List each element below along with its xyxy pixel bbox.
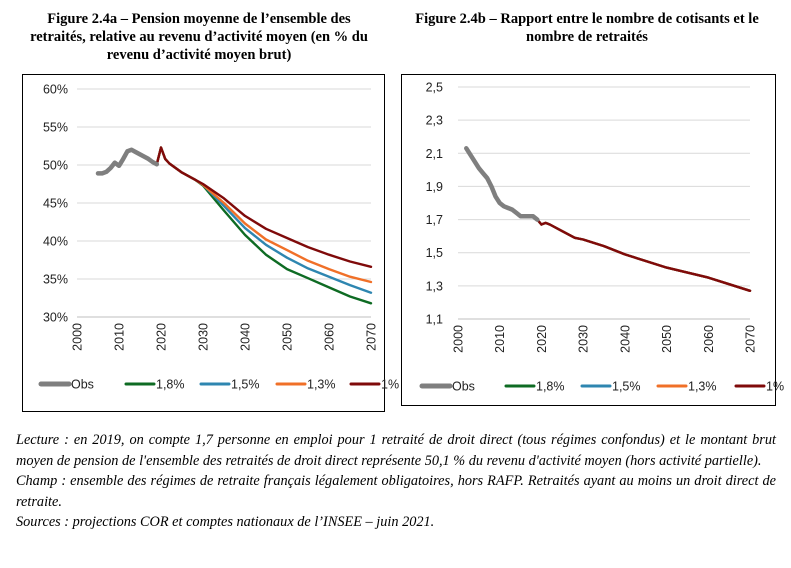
y-tick-label: 1,3 xyxy=(426,279,443,293)
x-tick-label: 2010 xyxy=(493,325,507,353)
figure-a-title: Figure 2.4a – Pension moyenne de l’ensem… xyxy=(30,11,368,63)
series-line-obs xyxy=(464,146,540,222)
y-tick-label: 2,1 xyxy=(426,147,443,161)
x-tick-label: 2040 xyxy=(239,323,253,351)
y-tick-label: 40% xyxy=(43,235,68,249)
y-tick-label: 2,3 xyxy=(426,114,443,128)
x-tick-label: 2060 xyxy=(702,325,716,353)
y-tick-label: 60% xyxy=(43,83,68,97)
x-tick-label: 2020 xyxy=(535,325,549,353)
y-tick-label: 35% xyxy=(43,273,68,287)
x-tick-label: 2040 xyxy=(618,325,632,353)
legend-label: 1,3% xyxy=(307,378,336,392)
series-line-scenario-4 xyxy=(536,218,752,293)
x-tick-label: 2000 xyxy=(71,323,85,351)
y-tick-label: 1,5 xyxy=(426,246,443,260)
x-tick-label: 2070 xyxy=(365,323,379,351)
chart-a: 30% 35% 40% 45% 50% 55% 60% 2000 2010 2020 2030 204… xyxy=(38,83,399,392)
x-tick-label: 2030 xyxy=(197,323,211,351)
x-tick-label: 2050 xyxy=(660,325,674,353)
legend-label: 1,8% xyxy=(156,378,185,392)
champ-note: Champ : ensemble des régimes de retraite… xyxy=(16,473,776,510)
x-tick-label: 2070 xyxy=(744,325,758,353)
y-tick-label: 1,1 xyxy=(426,313,443,327)
x-tick-label: 2060 xyxy=(323,323,337,351)
x-tick-label: 2030 xyxy=(577,325,591,353)
y-tick-label: 1,7 xyxy=(426,213,443,227)
legend-label: 1,8% xyxy=(536,380,565,394)
legend-label: 1% xyxy=(381,378,399,392)
x-tick-label: 2010 xyxy=(113,323,127,351)
y-tick-label: 55% xyxy=(43,121,68,135)
x-tick-label: 2000 xyxy=(452,325,466,353)
y-tick-label: 1,9 xyxy=(426,180,443,194)
legend-label: Obs xyxy=(71,378,94,392)
figure-notes: Lecture : en 2019, on compte 1,7 personn… xyxy=(16,430,776,533)
legend-label: 1,5% xyxy=(231,378,260,392)
legend-label: 1,3% xyxy=(688,380,717,394)
x-tick-label: 2050 xyxy=(281,323,295,351)
series-line-scenario-3 xyxy=(155,146,373,284)
series-line-scenario-2 xyxy=(155,146,373,294)
legend-label: 1,5% xyxy=(612,380,641,394)
x-tick-label: 2020 xyxy=(155,323,169,351)
y-tick-label: 45% xyxy=(43,197,68,211)
chart-b-frame: 1,1 1,3 1,5 1,7 1,9 2,1 2,3 2,5 2000 2010 2020 2030… xyxy=(401,74,784,406)
sources-note: Sources : projections COR et comptes nat… xyxy=(16,514,435,530)
chart-b: 1,1 1,3 1,5 1,7 1,9 2,1 2,3 2,5 2000 2010 2020 2030… xyxy=(419,81,784,394)
y-tick-label: 2,5 xyxy=(426,81,443,95)
series-line-scenario-4 xyxy=(155,146,373,269)
figure-b-title: Figure 2.4b – Rapport entre le nombre de… xyxy=(415,11,759,45)
legend-label: 1% xyxy=(766,380,784,394)
legend-label: Obs xyxy=(452,380,475,394)
lecture-note: Lecture : en 2019, on compte 1,7 personn… xyxy=(16,432,776,469)
chart-a-frame: 30% 35% 40% 45% 50% 55% 60% 2000 2010 2020 2030 204… xyxy=(22,74,399,412)
y-tick-label: 50% xyxy=(43,159,68,173)
y-tick-label: 30% xyxy=(43,311,68,325)
series-line-obs xyxy=(95,147,160,176)
